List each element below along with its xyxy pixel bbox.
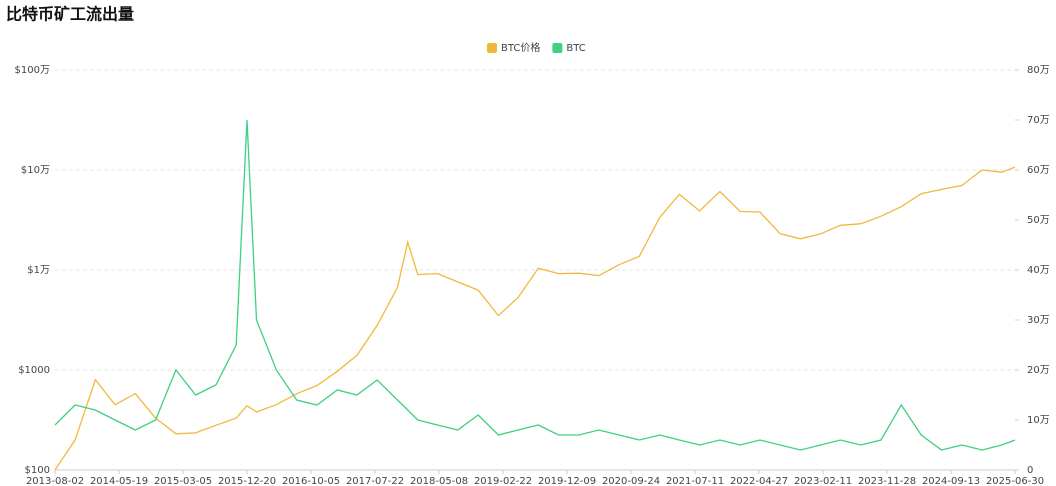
y2-tick-label: 40万 (1027, 265, 1050, 276)
y-tick-label: $100 (25, 465, 50, 476)
y2-tick-label: 30万 (1027, 315, 1050, 326)
x-tick-label: 2019-12-09 (538, 476, 596, 486)
legend-label: BTC (566, 43, 585, 54)
x-tick-label: 2019-02-22 (474, 476, 532, 486)
x-tick-label: 2015-12-20 (218, 476, 276, 486)
y2-tick-label: 70万 (1027, 115, 1050, 126)
x-tick-label: 2021-07-11 (666, 476, 724, 486)
y-tick-label: $1万 (27, 265, 50, 276)
x-tick-label: 2013-08-02 (26, 476, 84, 486)
series-line (54, 166, 1016, 471)
y2-tick-label: 80万 (1027, 65, 1050, 76)
x-tick-label: 2023-02-11 (794, 476, 852, 486)
y-tick-label: $1000 (18, 365, 50, 376)
y2-tick-label: 10万 (1027, 415, 1050, 426)
x-tick-label: 2017-07-22 (346, 476, 404, 486)
y-tick-label: $10万 (21, 165, 50, 176)
y2-tick-label: 0 (1027, 465, 1033, 476)
x-tick-label: 2018-05-08 (410, 476, 468, 486)
x-tick-label: 2020-09-24 (602, 476, 660, 486)
x-tick-label: 2014-05-19 (90, 476, 148, 486)
chart-title: 比特币矿工流出量 (6, 5, 134, 24)
y2-tick-label: 50万 (1027, 215, 1050, 226)
legend-label: BTC价格 (501, 41, 540, 54)
y2-tick-label: 20万 (1027, 365, 1050, 376)
series-line (54, 119, 1016, 451)
legend-swatch (552, 43, 563, 53)
x-tick-label: 2024-09-13 (922, 476, 980, 486)
x-tick-label: 2015-03-05 (154, 476, 212, 486)
x-tick-label: 2022-04-27 (730, 476, 788, 486)
x-tick-label: 2025-06-30 (986, 476, 1044, 486)
y2-tick-label: 60万 (1027, 165, 1050, 176)
x-tick-label: 2016-10-05 (282, 476, 340, 486)
legend-swatch (487, 43, 497, 53)
x-tick-label: 2023-11-28 (858, 476, 916, 486)
y-tick-label: $100万 (15, 65, 50, 76)
